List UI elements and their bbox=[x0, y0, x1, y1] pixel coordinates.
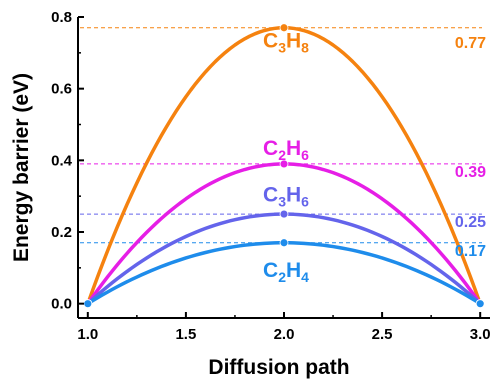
y-tick-label: 0.0 bbox=[51, 296, 72, 313]
molecule-label-c3h8: C3H8 bbox=[263, 29, 309, 55]
y-tick-label: 0.4 bbox=[51, 152, 73, 169]
barrier-value-c3h8: 0.77 bbox=[455, 35, 486, 52]
axis-ticks: 0.0 0.2 0.4 0.6 0.8 1.0 1.5 2.0 2.5 3.0 bbox=[51, 9, 490, 343]
barrier-value-c2h6: 0.39 bbox=[455, 164, 486, 181]
y-axis-title: Energy barrier (eV) bbox=[10, 73, 33, 262]
y-tick-label: 0.8 bbox=[51, 9, 72, 26]
barrier-value-labels: 0.77 0.39 0.25 0.17 bbox=[455, 35, 486, 260]
x-tick-label: 1.0 bbox=[77, 326, 98, 343]
data-points bbox=[83, 23, 485, 309]
formula-subscript: 4 bbox=[301, 269, 309, 285]
formula-subscript: 2 bbox=[278, 147, 286, 163]
barrier-reference-lines bbox=[80, 27, 482, 244]
formula-element: C bbox=[263, 259, 278, 282]
x-tick-label: 1.5 bbox=[175, 326, 196, 343]
x-tick-label: 2.0 bbox=[274, 326, 295, 343]
formula-element: C bbox=[263, 29, 278, 52]
formula-element: H bbox=[286, 29, 301, 52]
barrier-value-c2h4: 0.17 bbox=[455, 243, 486, 260]
formula-subscript: 3 bbox=[278, 39, 286, 55]
formula-element: C bbox=[263, 184, 278, 207]
x-tick-label: 3.0 bbox=[470, 326, 490, 343]
curve-c3h6 bbox=[86, 212, 482, 306]
formula-subscript: 2 bbox=[278, 269, 286, 285]
x-axis-title: Diffusion path bbox=[208, 356, 349, 379]
formula-element: H bbox=[286, 259, 301, 282]
y-tick-label: 0.2 bbox=[51, 224, 72, 241]
formula-element: H bbox=[286, 184, 301, 207]
formula-element: C bbox=[263, 137, 278, 160]
point-c2h4-1 bbox=[83, 299, 93, 309]
formula-subscript: 6 bbox=[301, 147, 309, 163]
formula-subscript: 6 bbox=[301, 194, 309, 210]
point-c2h4-2 bbox=[279, 238, 289, 248]
x-tick-label: 2.5 bbox=[372, 326, 393, 343]
formula-element: H bbox=[286, 137, 301, 160]
point-c2h6-2 bbox=[279, 159, 289, 169]
y-tick-label: 0.6 bbox=[51, 81, 72, 98]
point-c3h8-2 bbox=[279, 23, 289, 33]
molecule-label-c2h4: C2H4 bbox=[263, 259, 309, 285]
barrier-value-c3h6: 0.25 bbox=[455, 214, 486, 231]
molecule-label-c3h6: C3H6 bbox=[263, 184, 309, 210]
point-c3h6-2 bbox=[279, 209, 289, 219]
formula-subscript: 8 bbox=[301, 39, 309, 55]
molecule-label-c2h6: C2H6 bbox=[263, 137, 309, 163]
point-c2h4-3 bbox=[475, 299, 485, 309]
formula-subscript: 3 bbox=[278, 194, 286, 210]
